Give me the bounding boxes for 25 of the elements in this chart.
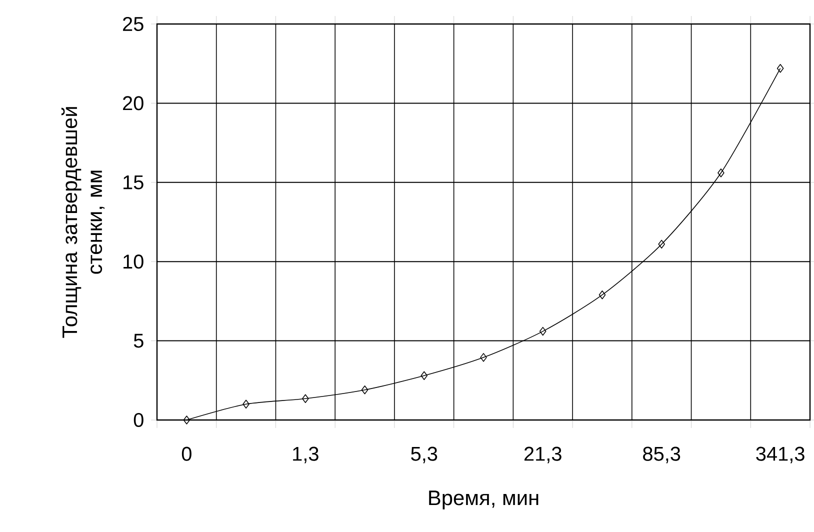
point (658, 240, 665, 249)
x-axis-title: Время, мин (429, 490, 538, 510)
point (776, 64, 784, 73)
point (183, 416, 190, 424)
x-tick-label: 85,3 (643, 446, 680, 464)
y-tick-label: 20 (123, 96, 144, 110)
point (718, 168, 724, 178)
y-tick-label: 15 (124, 175, 144, 190)
point (361, 386, 368, 394)
y-tick-label: 25 (123, 16, 144, 32)
point (242, 400, 250, 409)
y-tick-label: 10 (124, 254, 144, 269)
point (480, 353, 487, 362)
x-tick-label: 1,3 (293, 446, 318, 464)
x-tick-label: 5,3 (411, 446, 438, 464)
point (598, 290, 606, 300)
y-tick-label: 5 (134, 334, 144, 348)
x-tick-label: 341,3 (756, 446, 804, 464)
point (302, 394, 309, 403)
point (539, 326, 546, 336)
x-tick-label: 21,3 (524, 446, 562, 464)
y-axis-title: Толщина затвердевшей стенки, мм (61, 107, 105, 338)
y-tick-label: 0 (134, 412, 144, 428)
x-tick-label: 0 (182, 446, 192, 461)
point (420, 371, 428, 380)
